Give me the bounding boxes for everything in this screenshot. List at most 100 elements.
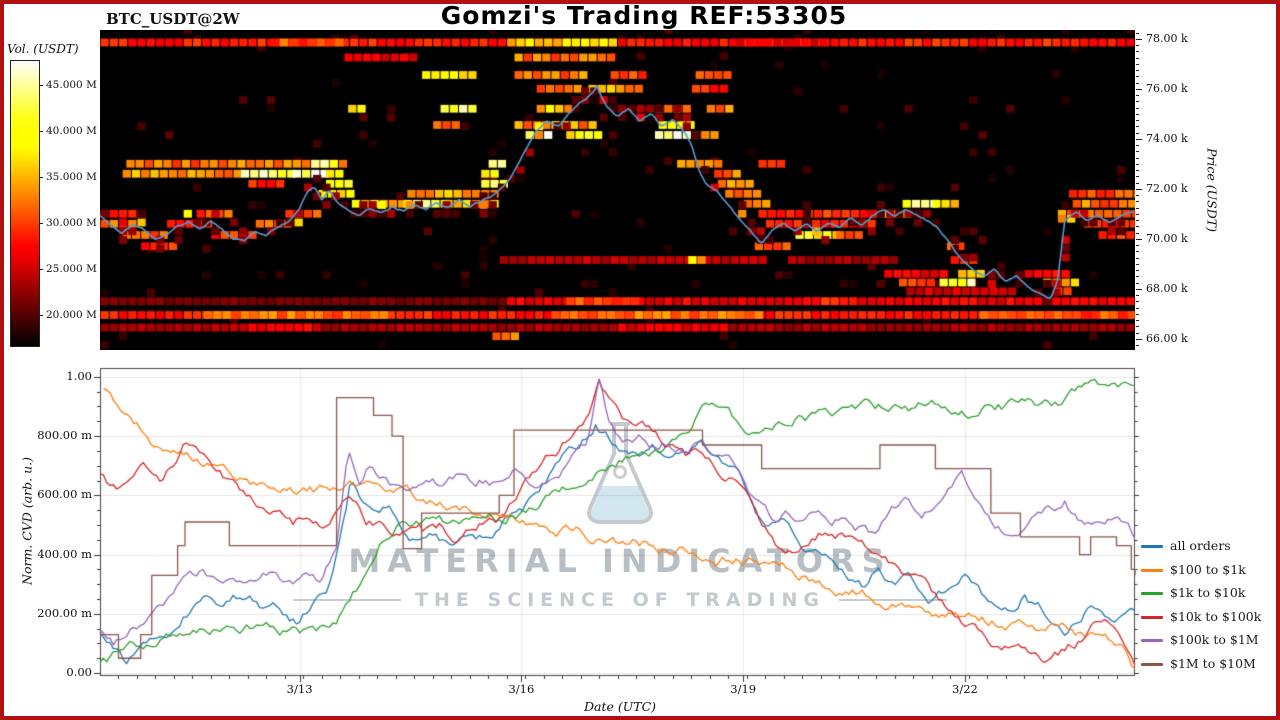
cvd-tick-label: 600.00 m (37, 487, 92, 502)
cvd-tick-label: 1.00 (66, 368, 92, 383)
price-axis-tickmark (1136, 288, 1142, 290)
legend-label: $1M to $10M (1170, 656, 1256, 671)
legend-line-sample (1141, 545, 1163, 548)
legend-line-sample (1141, 592, 1163, 596)
price-axis-minor-tick (1136, 313, 1139, 315)
colorbar-tick-label: 45.000 M (46, 78, 97, 91)
price-axis-minor-tick (1136, 95, 1139, 96)
price-axis-minor-tick (1136, 32, 1139, 34)
price-axis-tickmark (1136, 188, 1142, 190)
price-axis-minor-tick (1136, 326, 1139, 328)
price-axis-minor-tick (1136, 282, 1139, 284)
price-tick-label: 68.00 k (1146, 281, 1188, 295)
price-axis-minor-tick (1136, 207, 1139, 209)
date-tick-label: 3/22 (952, 682, 978, 696)
colorbar-label: Vol. (USDT) (7, 42, 79, 56)
date-tick-label: 3/13 (286, 682, 313, 696)
price-axis-minor-tick (1136, 232, 1139, 234)
colorbar-tickmark (39, 131, 43, 133)
price-axis-minor-tick (1136, 213, 1139, 215)
price-axis-minor-tick (1136, 120, 1139, 121)
price-axis-minor-tick (1136, 251, 1139, 253)
price-axis-minor-tick (1136, 63, 1139, 65)
legend-label: all orders (1170, 538, 1231, 553)
legend-label: $100k to $1M (1170, 632, 1259, 648)
price-tick-label: 66.00 k (1146, 331, 1188, 345)
price-axis-minor-tick (1136, 301, 1139, 303)
price-axis-minor-tick (1136, 176, 1139, 178)
colorbar-tick-label: 25.000 M (46, 263, 97, 276)
price-axis-minor-tick (1136, 151, 1139, 153)
date-tick-label: 3/19 (730, 682, 757, 696)
legend-label: $10k to $100k (1170, 608, 1262, 624)
price-tick-label: 74.00 k (1146, 131, 1188, 145)
colorbar-tick-label: 20.000 M (46, 309, 97, 322)
price-axis-minor-tick (1136, 70, 1139, 71)
price-axis-minor-tick (1136, 126, 1139, 128)
price-tick-label: 70.00 k (1146, 231, 1188, 245)
legend-line-sample (1141, 639, 1163, 643)
price-axis-minor-tick (1136, 170, 1139, 171)
price-axis-minor-tick (1136, 51, 1139, 53)
colorbar-tickmark (39, 84, 43, 86)
price-axis-minor-tick (1136, 332, 1139, 334)
price-axis-minor-tick (1136, 257, 1139, 259)
volume-colorbar (10, 60, 40, 347)
colorbar-tick-label: 40.000 M (46, 125, 97, 138)
price-axis-minor-tick (1136, 182, 1139, 184)
price-axis-tickmark (1136, 238, 1142, 240)
price-axis-minor-tick (1136, 57, 1139, 59)
price-axis-minor-tick (1136, 113, 1139, 115)
price-axis-minor-tick (1136, 263, 1139, 265)
price-tick-label: 78.00 k (1146, 31, 1188, 45)
price-tick-label: 72.00 k (1146, 181, 1188, 195)
colorbar-tickmark (39, 177, 43, 179)
price-axis-minor-tick (1136, 163, 1139, 165)
legend-label: $1k to $10k (1170, 585, 1246, 601)
price-axis-minor-tick (1136, 320, 1139, 321)
price-axis-minor-tick (1136, 82, 1139, 84)
price-axis-tickmark (1136, 38, 1142, 40)
price-axis-minor-tick (1136, 195, 1139, 196)
price-axis-minor-tick (1136, 107, 1139, 109)
price-axis-minor-tick (1136, 226, 1139, 228)
date-axis-label: Date (UTC) (583, 699, 657, 714)
colorbar-tick-label: 30.000 M (46, 217, 97, 230)
legend-line-sample (1141, 663, 1163, 666)
price-axis-minor-tick (1136, 76, 1139, 78)
page-title: Gomzi's Trading REF:53305 (440, 1, 848, 30)
colorbar-tickmark (39, 269, 43, 271)
price-axis-minor-tick (1136, 220, 1139, 221)
cvd-tick-label: 800.00 m (37, 428, 92, 443)
colorbar-tickmark (39, 315, 43, 317)
colorbar-tickmark (39, 223, 43, 225)
price-axis-minor-tick (1136, 101, 1139, 103)
price-axis-minor-tick (1136, 245, 1139, 246)
cvd-tick-label: 200.00 m (37, 605, 92, 620)
price-axis-minor-tick (1136, 201, 1139, 203)
price-tick-label: 76.00 k (1146, 81, 1188, 95)
date-tick-label: 3/16 (508, 682, 535, 696)
legend-line-sample (1141, 568, 1163, 572)
liquidity-heatmap-chart (100, 30, 1135, 350)
price-axis-label: Price (USDT) (1204, 148, 1220, 232)
price-axis-minor-tick (1136, 345, 1139, 346)
price-axis-tickmark (1136, 88, 1142, 90)
colorbar-tick-label: 35.000 M (46, 171, 97, 184)
price-axis-minor-tick (1136, 132, 1139, 134)
price-axis-minor-tick (1136, 45, 1139, 46)
price-axis-tickmark (1136, 138, 1142, 140)
price-axis-minor-tick (1136, 157, 1139, 159)
price-axis-minor-tick (1136, 276, 1139, 278)
legend-label: $100 to $1k (1170, 561, 1246, 577)
legend-line-sample (1141, 615, 1163, 619)
price-axis-minor-tick (1136, 270, 1139, 271)
cvd-axis-label: Norm. CVD (arb. u.) (19, 457, 35, 585)
symbol-label: BTC_USDT@2W (106, 10, 240, 28)
price-axis-minor-tick (1136, 307, 1139, 309)
price-axis-tickmark (1136, 338, 1142, 340)
price-axis-minor-tick (1136, 295, 1139, 296)
cvd-tick-label: 400.00 m (37, 546, 92, 561)
cvd-line-chart (88, 362, 1158, 688)
